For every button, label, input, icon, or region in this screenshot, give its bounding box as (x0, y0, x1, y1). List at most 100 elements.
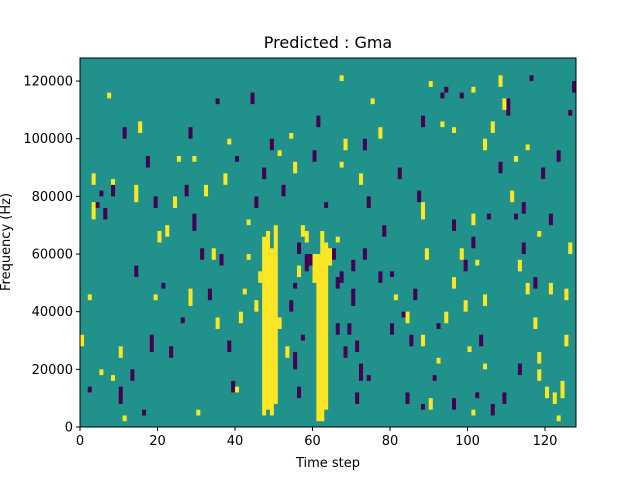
heatmap-cell-high (196, 409, 201, 416)
heatmap-cell-high (378, 127, 383, 139)
heatmap-cell-high (262, 236, 267, 416)
x-axis-ticks: 0 20 40 60 80 100 120 (76, 427, 558, 449)
heatmap-cell-low (343, 346, 348, 358)
heatmap-cell-high (424, 248, 429, 260)
heatmap-cell-low (355, 392, 360, 404)
heatmap-cell-low (421, 115, 426, 128)
heatmap-cell-high (87, 294, 92, 301)
heatmap-cell-low (475, 392, 480, 399)
heatmap-cell-high (514, 156, 519, 162)
heatmap-cell-low (308, 254, 313, 266)
heatmap-cell-low (254, 196, 259, 208)
heatmap-cell-high (223, 173, 228, 185)
heatmap-cell-high (564, 334, 569, 347)
heatmap-cell-high (428, 81, 433, 87)
heatmap-cell-high (235, 386, 240, 393)
heatmap-cell-low (250, 92, 255, 105)
heatmap-cell-low (471, 236, 476, 249)
heatmap-cell-low (521, 202, 526, 214)
y-tick-label: 120000 (23, 75, 73, 90)
heatmap-cell-low (145, 156, 150, 168)
heatmap-cell-high (444, 311, 449, 324)
x-axis-label: Time step (295, 456, 360, 471)
heatmap-cell-low (517, 363, 522, 376)
heatmap-cell-low (459, 92, 464, 99)
heatmap-cell-high (421, 334, 426, 347)
heatmap-cell-high (370, 98, 375, 105)
heatmap-cell-high (483, 363, 488, 370)
heatmap-cell-low (118, 386, 123, 404)
heatmap-cell-high (173, 196, 178, 208)
x-tick-label: 120 (533, 434, 558, 449)
heatmap-cell-low (316, 115, 321, 128)
heatmap-cell-low (339, 271, 344, 283)
heatmap-cell-high (471, 86, 476, 93)
heatmap-cell-high (498, 75, 503, 87)
heatmap-cell-high (405, 311, 410, 324)
heatmap-cell-high (273, 225, 278, 404)
y-tick-label: 20000 (32, 363, 73, 378)
heatmap-cell-high (277, 150, 282, 157)
heatmap-cell-high (111, 179, 116, 185)
heatmap-cell-high (502, 98, 507, 110)
heatmap-cell-low (568, 109, 573, 116)
heatmap-cell-low (572, 81, 577, 93)
heatmap-cell-low (541, 167, 546, 180)
heatmap-cell-low (529, 75, 534, 82)
heatmap-cell-low (130, 369, 135, 381)
heatmap-cell-high (328, 248, 333, 266)
heatmap-cell-low (169, 346, 174, 358)
heatmap-cell-high (343, 138, 348, 151)
x-tick-label: 0 (76, 434, 84, 449)
heatmap-cell-high (242, 288, 247, 295)
heatmap-cell-low (235, 156, 240, 162)
heatmap-cell-low (300, 334, 305, 341)
heatmap-cell-low (180, 317, 185, 324)
heatmap-cell-low (409, 334, 414, 347)
heatmap-cell-high (471, 213, 476, 226)
heatmap-cell-high (246, 254, 251, 260)
heatmap-cell-high (266, 230, 271, 410)
heatmap-cell-low (548, 213, 553, 226)
heatmap-cell-high (118, 346, 123, 358)
heatmap-cell-low (502, 392, 507, 404)
heatmap-cell-high (475, 259, 480, 266)
heatmap-cell-low (486, 213, 491, 220)
heatmap-cell-high (359, 173, 364, 185)
heatmap-cell-low (440, 92, 445, 99)
heatmap-cell-high (471, 409, 476, 416)
y-axis-ticks: 0 20000 40000 60000 80000 100000 120000 (23, 75, 80, 436)
heatmap-cell-low (417, 190, 422, 203)
heatmap-cell-low (533, 277, 538, 289)
heatmap-cell-high (452, 127, 457, 133)
heatmap-cell-low (355, 340, 360, 353)
heatmap-cell-high (211, 248, 216, 260)
heatmap-cell-low (556, 150, 561, 162)
heatmap-cell-high (548, 282, 553, 295)
heatmap-cell-high (215, 317, 220, 329)
heatmap-cell-low (95, 202, 100, 208)
heatmap-cell-low (397, 167, 402, 180)
heatmap-cell-high (80, 334, 85, 347)
heatmap-cell-high (134, 184, 139, 203)
heatmap-cell-low (362, 248, 367, 260)
heatmap-cell-high (510, 190, 515, 203)
heatmap-cell-high (537, 369, 542, 381)
heatmap-cell-high (339, 161, 344, 168)
heatmap-cell-low (161, 282, 166, 289)
heatmap-cell-low (436, 323, 441, 329)
heatmap-cell-high (452, 277, 457, 289)
heatmap-cell-low (293, 352, 298, 370)
heatmap-cell-high (285, 346, 290, 358)
heatmap-cell-high (111, 375, 116, 381)
heatmap-cell-high (258, 271, 263, 283)
heatmap-cell-high (312, 254, 317, 283)
heatmap-cell-low (281, 184, 286, 197)
heatmap-cell-high (254, 300, 259, 312)
heatmap-cell-low (521, 242, 526, 255)
x-tick-label: 40 (227, 434, 244, 449)
heatmap-cell-high (157, 230, 162, 243)
heatmap-cell-low (463, 259, 468, 272)
heatmap-cell-low (153, 196, 158, 208)
heatmap-cell-low (401, 311, 406, 318)
